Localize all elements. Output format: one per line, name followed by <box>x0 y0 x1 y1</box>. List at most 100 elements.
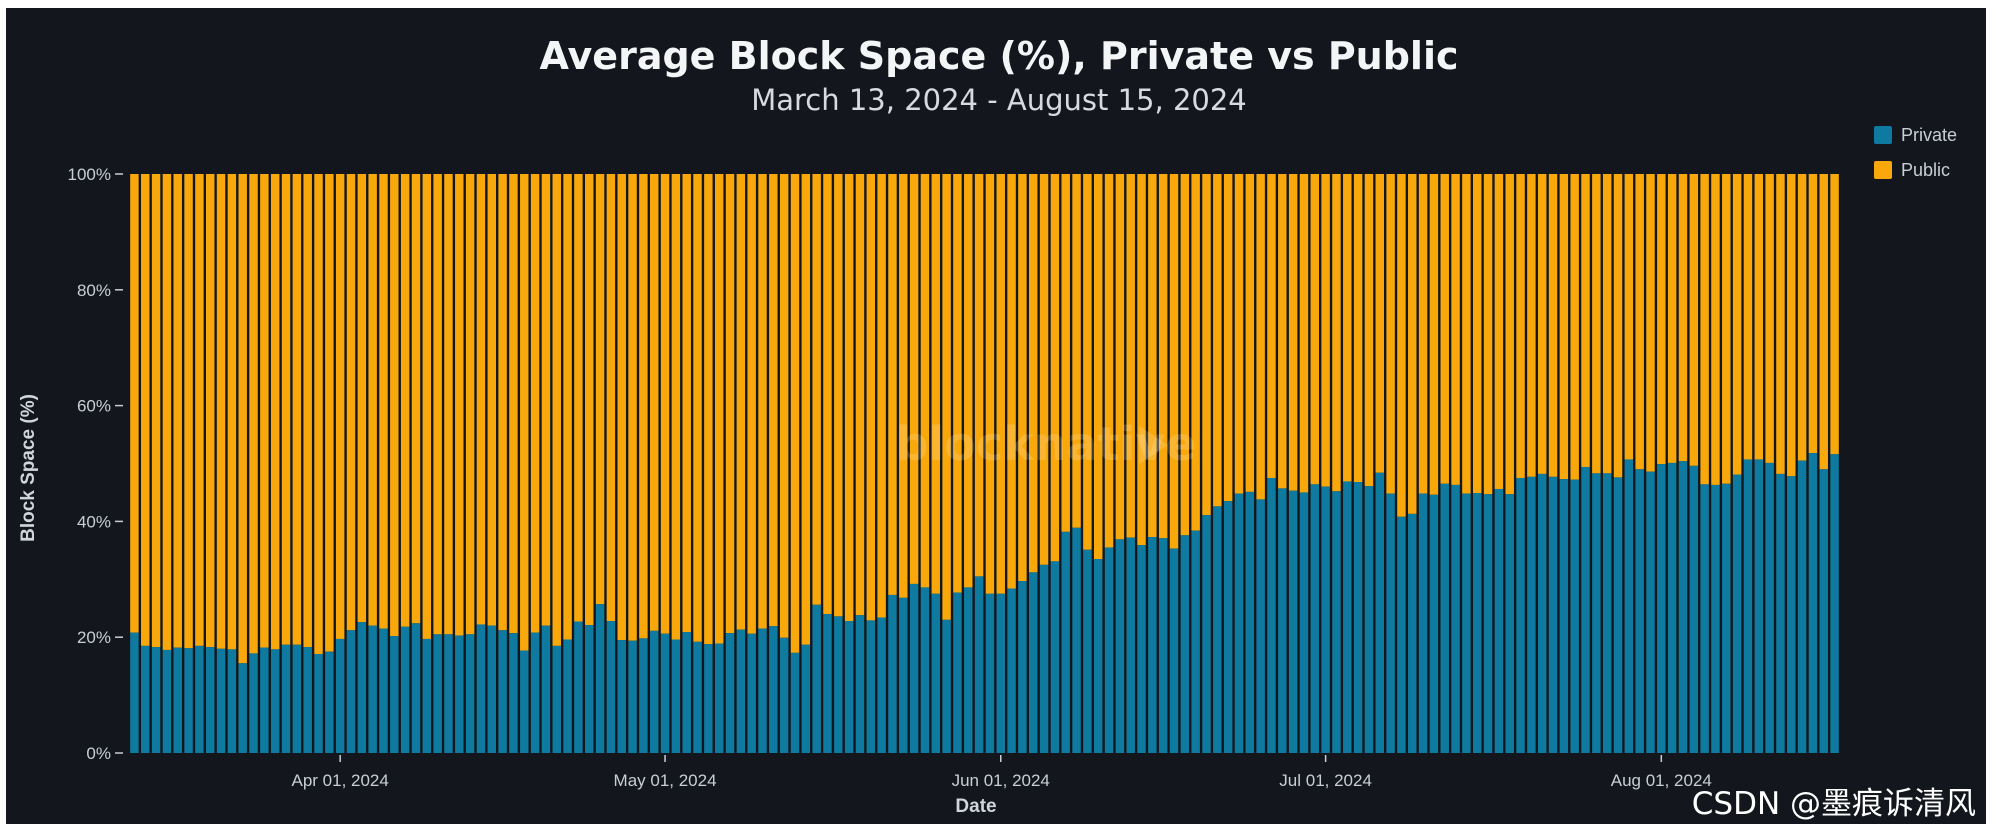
bar-private[interactable] <box>1700 484 1709 753</box>
bar-public[interactable] <box>1743 174 1753 460</box>
bar-private[interactable] <box>1689 465 1699 753</box>
bar-public[interactable] <box>1559 174 1569 480</box>
bar-private[interactable] <box>1288 490 1298 753</box>
bar-private[interactable] <box>1072 527 1081 753</box>
bar-public[interactable] <box>1722 174 1731 484</box>
bar-public[interactable] <box>1050 174 1060 562</box>
bar-public[interactable] <box>574 174 583 622</box>
bar-private[interactable] <box>747 633 756 753</box>
bar-private[interactable] <box>141 645 150 753</box>
bar-private[interactable] <box>1765 462 1774 753</box>
bar-private[interactable] <box>1386 493 1395 753</box>
bar-public[interactable] <box>1213 174 1222 507</box>
bar-private[interactable] <box>1343 481 1352 753</box>
bar-private[interactable] <box>368 625 377 753</box>
bar-public[interactable] <box>1732 174 1742 475</box>
bar-private[interactable] <box>1018 581 1027 753</box>
bar-private[interactable] <box>1462 493 1471 753</box>
bar-private[interactable] <box>844 620 854 753</box>
bar-private[interactable] <box>585 625 594 753</box>
bar-private[interactable] <box>1613 477 1623 753</box>
bar-private[interactable] <box>1245 491 1255 753</box>
bar-public[interactable] <box>1700 174 1709 485</box>
bar-private[interactable] <box>1191 530 1200 753</box>
bar-private[interactable] <box>790 652 800 753</box>
bar-private[interactable] <box>184 648 193 753</box>
bar-public[interactable] <box>671 174 681 640</box>
bar-public[interactable] <box>1429 174 1439 495</box>
bar-private[interactable] <box>714 643 724 753</box>
bar-public[interactable] <box>227 174 237 650</box>
bar-private[interactable] <box>1050 561 1060 753</box>
bar-public[interactable] <box>1137 174 1146 546</box>
bar-private[interactable] <box>1559 479 1569 753</box>
bar-private[interactable] <box>498 630 507 753</box>
bar-public[interactable] <box>552 174 561 646</box>
bar-private[interactable] <box>823 614 832 753</box>
bar-private[interactable] <box>1776 473 1785 753</box>
bar-public[interactable] <box>1613 174 1623 478</box>
bar-private[interactable] <box>769 626 778 753</box>
bar-public[interactable] <box>1646 174 1655 472</box>
bar-public[interactable] <box>173 174 182 648</box>
bar-public[interactable] <box>920 174 930 588</box>
bar-public[interactable] <box>953 174 962 593</box>
bar-private[interactable] <box>693 641 702 753</box>
bar-public[interactable] <box>1754 174 1764 460</box>
bar-public[interactable] <box>1667 174 1677 463</box>
bar-private[interactable] <box>1830 454 1839 753</box>
bar-public[interactable] <box>1126 174 1135 538</box>
bar-public[interactable] <box>1397 174 1406 517</box>
bar-private[interactable] <box>379 628 388 753</box>
bar-public[interactable] <box>866 174 876 621</box>
bar-public[interactable] <box>649 174 659 631</box>
bar-private[interactable] <box>1711 484 1720 753</box>
bar-public[interactable] <box>844 174 854 621</box>
bar-private[interactable] <box>704 644 713 753</box>
bar-private[interactable] <box>292 644 302 753</box>
bar-public[interactable] <box>1245 174 1255 492</box>
bar-private[interactable] <box>411 623 421 753</box>
bar-private[interactable] <box>1581 466 1590 753</box>
bar-private[interactable] <box>1213 506 1222 753</box>
bar-private[interactable] <box>476 624 486 753</box>
bar-public[interactable] <box>195 174 204 646</box>
bar-public[interactable] <box>1148 174 1157 538</box>
bar-public[interactable] <box>455 174 464 636</box>
bar-private[interactable] <box>736 629 746 753</box>
bar-public[interactable] <box>1310 174 1320 485</box>
bar-public[interactable] <box>1602 174 1612 474</box>
bar-public[interactable] <box>1115 174 1125 540</box>
bar-public[interactable] <box>1029 174 1038 573</box>
bar-public[interactable] <box>1657 174 1666 465</box>
bar-public[interactable] <box>303 174 312 648</box>
bar-private[interactable] <box>206 647 215 753</box>
bar-private[interactable] <box>1007 588 1016 753</box>
bar-private[interactable] <box>400 626 410 753</box>
bar-private[interactable] <box>1722 483 1731 753</box>
bar-public[interactable] <box>357 174 367 623</box>
bar-public[interactable] <box>400 174 410 627</box>
bar-private[interactable] <box>1657 464 1666 753</box>
bar-public[interactable] <box>595 174 605 605</box>
bar-public[interactable] <box>184 174 193 649</box>
bar-private[interactable] <box>649 630 659 753</box>
bar-public[interactable] <box>1678 174 1688 462</box>
bar-public[interactable] <box>325 174 334 652</box>
bar-public[interactable] <box>1039 174 1049 565</box>
bar-private[interactable] <box>1646 471 1655 753</box>
bar-public[interactable] <box>433 174 442 635</box>
bar-private[interactable] <box>1667 462 1677 753</box>
bar-public[interactable] <box>855 174 865 616</box>
bar-public[interactable] <box>747 174 756 634</box>
bar-public[interactable] <box>1288 174 1298 491</box>
bar-private[interactable] <box>173 647 182 753</box>
bar-public[interactable] <box>498 174 507 631</box>
bar-public[interactable] <box>1375 174 1384 473</box>
bar-public[interactable] <box>530 174 540 633</box>
bar-public[interactable] <box>769 174 778 627</box>
bar-public[interactable] <box>974 174 984 577</box>
bar-private[interactable] <box>682 631 691 753</box>
bar-public[interactable] <box>1830 174 1839 455</box>
bar-public[interactable] <box>509 174 518 634</box>
